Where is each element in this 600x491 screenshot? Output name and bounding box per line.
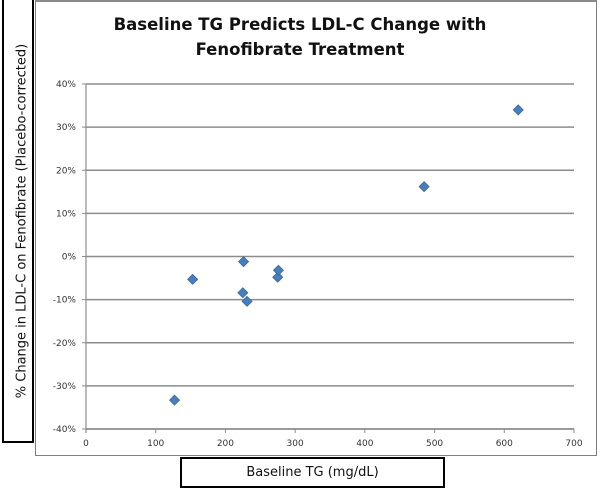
y-tick-label: -10% — [53, 296, 77, 306]
data-point — [168, 394, 181, 406]
chart-area — [35, 0, 597, 456]
gridlines — [86, 83, 574, 430]
chart-title: Baseline TG Predicts LDL-C Change with F… — [80, 12, 520, 62]
data-point — [272, 271, 284, 283]
y-tick-label: -30% — [53, 382, 77, 392]
x-tick-label: 200 — [217, 439, 234, 449]
tick-labels: 40% 30% 20% 10% 0% -10% -20% -30% -40% 0 100 200 300… — [53, 80, 583, 449]
y-tick-label: -20% — [53, 339, 77, 349]
x-tick-label: 400 — [356, 439, 373, 449]
x-tick-label: 100 — [147, 439, 164, 449]
data-points — [168, 104, 524, 406]
y-tick-label: -40% — [53, 425, 77, 435]
data-point — [272, 264, 284, 276]
x-tick-label: 700 — [565, 439, 582, 449]
x-tick-label: 0 — [83, 439, 89, 449]
data-point — [512, 104, 524, 116]
chart-title-line-2: Fenofibrate Treatment — [195, 40, 405, 59]
data-point — [418, 181, 430, 193]
data-point — [187, 273, 199, 285]
x-tick-label: 600 — [496, 439, 513, 449]
x-tick-label: 500 — [426, 439, 443, 449]
y-tick-label: 40% — [56, 80, 76, 90]
y-tick-label: 0% — [62, 253, 77, 263]
chart-title-line-1: Baseline TG Predicts LDL-C Change with — [113, 15, 487, 34]
y-tick-label: 20% — [56, 166, 76, 176]
x-axis-label: Baseline TG (mg/dL) — [246, 465, 379, 480]
data-point — [237, 256, 250, 268]
x-axis-label-box: Baseline TG (mg/dL) — [180, 457, 445, 488]
data-point — [237, 287, 249, 299]
x-tick-label: 300 — [287, 439, 304, 449]
axes — [82, 83, 575, 433]
y-axis-label-box: % Change in LDL-C on Fenofibrate (Placeb… — [2, 0, 34, 443]
y-tick-label: 30% — [56, 123, 76, 133]
y-tick-label: 10% — [56, 209, 76, 219]
data-point — [241, 295, 253, 307]
